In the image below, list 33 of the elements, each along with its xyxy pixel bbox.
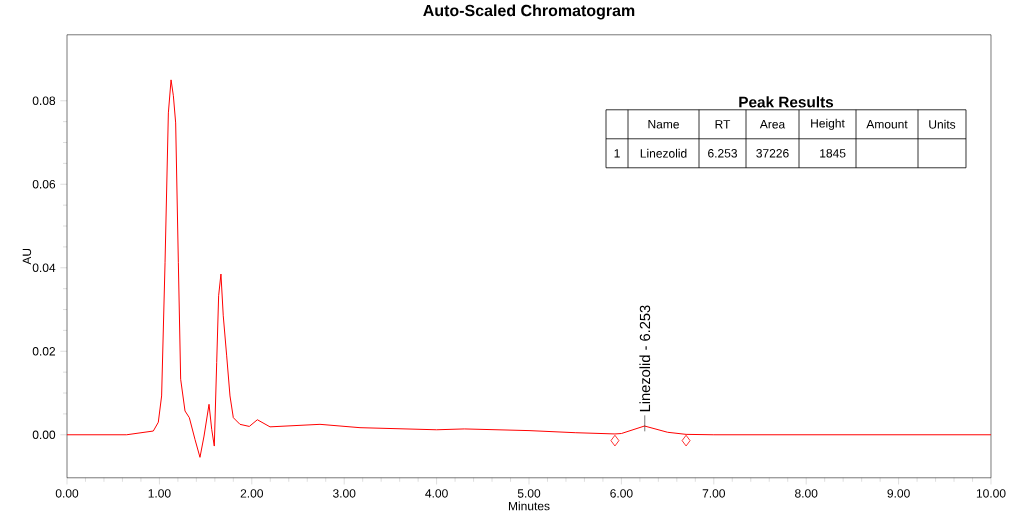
y-axis-title: AU <box>22 248 32 265</box>
line-series <box>66 79 992 458</box>
annotation: 6.253 <box>708 149 737 158</box>
x-tick-label: 6.00 <box>610 489 633 498</box>
x-tick-label: 7.00 <box>702 489 726 498</box>
x-tick-label: 3.00 <box>332 489 356 498</box>
x-tick-label: 1.00 <box>148 489 171 498</box>
x-tick-label: 4.00 <box>425 489 448 498</box>
chart-title: Auto-Scaled Chromatogram <box>423 4 635 20</box>
annotation: Linezolid <box>640 148 687 158</box>
annotation: Peak Results <box>739 96 834 108</box>
annotation: 1845 <box>820 149 846 158</box>
x-tick-label: 10.00 <box>976 489 1006 498</box>
annotation: Amount <box>866 120 908 129</box>
y-tick-label: 0.02 <box>32 347 56 356</box>
x-axis-title: Minutes <box>508 501 550 511</box>
y-tick-label: 0.04 <box>32 263 56 273</box>
x-tick-label: 8.00 <box>795 489 818 498</box>
y-tick-label: 0.06 <box>32 180 56 189</box>
annotation: Area <box>759 120 786 129</box>
annotation: Units <box>929 119 956 129</box>
x-tick-label: 0.00 <box>55 489 79 498</box>
x-tick-label: 5.00 <box>517 489 541 498</box>
annotation: Name <box>648 120 679 129</box>
annotation: Height <box>811 118 845 130</box>
annotation: 37226 <box>756 149 789 158</box>
annotation: 1 <box>614 149 620 158</box>
y-tick-label: 0.00 <box>32 430 56 440</box>
x-tick-label: 2.00 <box>240 489 264 498</box>
annotation: Linezolid - 6.253 <box>639 305 651 412</box>
y-tick-label: 0.08 <box>32 96 56 106</box>
annotation: RT <box>715 120 731 129</box>
x-tick-label: 9.00 <box>887 489 910 498</box>
